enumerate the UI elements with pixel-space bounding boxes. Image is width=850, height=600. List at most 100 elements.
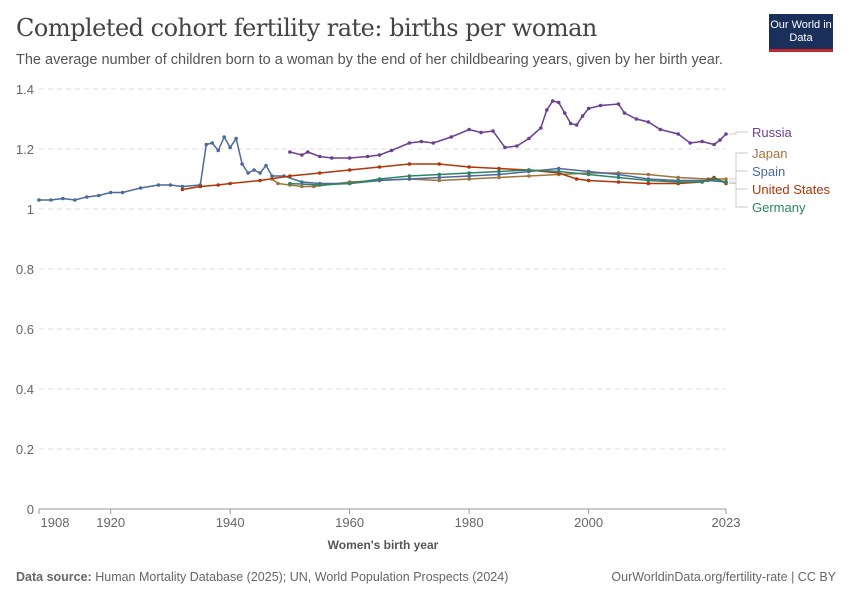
legend-label: Germany xyxy=(752,200,806,215)
data-point xyxy=(437,175,442,180)
y-tick-label: 0.8 xyxy=(16,262,34,277)
data-point xyxy=(437,178,442,183)
data-point xyxy=(646,181,651,186)
data-point xyxy=(431,141,436,145)
data-point xyxy=(329,156,334,160)
data-point xyxy=(73,198,77,202)
data-point xyxy=(288,174,292,178)
data-point xyxy=(437,162,442,166)
chart-subtitle: The average number of children born to a… xyxy=(16,52,723,68)
data-point xyxy=(616,172,621,177)
data-point xyxy=(49,198,53,202)
data-point xyxy=(407,162,412,166)
data-point xyxy=(258,178,262,183)
data-point xyxy=(646,178,651,183)
data-point xyxy=(168,183,173,187)
data-point xyxy=(586,106,591,111)
data-point xyxy=(467,177,471,181)
chart-title: Completed cohort fertility rate: births … xyxy=(16,14,597,42)
data-point xyxy=(234,136,238,141)
legend-label: United States xyxy=(752,182,831,197)
data-point xyxy=(527,168,531,172)
data-point xyxy=(419,139,424,144)
y-tick-label: 0.2 xyxy=(16,442,34,457)
data-point xyxy=(700,180,704,184)
y-tick-label: 0.4 xyxy=(16,382,34,397)
data-point xyxy=(317,154,322,159)
x-tick-label: 1940 xyxy=(216,515,245,530)
data-point xyxy=(120,190,125,195)
legend-connector xyxy=(729,131,748,135)
data-point xyxy=(347,181,352,186)
data-point xyxy=(222,135,226,139)
data-point xyxy=(497,172,501,177)
data-point xyxy=(437,172,442,177)
data-point xyxy=(347,168,352,172)
data-point xyxy=(700,139,704,144)
data-point xyxy=(377,165,382,169)
data-point xyxy=(317,183,322,187)
data-point xyxy=(407,177,412,181)
legend-label: Russia xyxy=(752,125,793,140)
data-point xyxy=(676,180,681,184)
data-point xyxy=(204,142,209,147)
data-point xyxy=(616,102,621,106)
y-tick-label: 0.6 xyxy=(16,322,34,337)
legend-label: Spain xyxy=(752,164,785,179)
data-point xyxy=(568,121,573,126)
data-point xyxy=(556,169,561,174)
x-axis-label: Women's birth year xyxy=(328,538,439,552)
legend-connector xyxy=(729,181,748,208)
source-link[interactable]: OurWorldinData.org/fertility-rate | CC B… xyxy=(611,570,836,584)
data-point xyxy=(556,100,561,105)
data-point xyxy=(616,175,621,180)
data-point xyxy=(300,184,304,189)
data-point xyxy=(724,177,728,181)
data-point xyxy=(527,136,531,141)
legend-label: Japan xyxy=(752,146,787,161)
data-point xyxy=(389,148,394,153)
data-point xyxy=(515,144,519,148)
data-point xyxy=(180,187,185,192)
x-tick-label: 1908 xyxy=(41,515,70,530)
y-tick-label: 1 xyxy=(27,202,34,217)
data-point xyxy=(407,174,412,178)
data-point xyxy=(258,171,262,175)
data-point xyxy=(61,196,65,201)
data-point xyxy=(84,195,89,199)
data-point xyxy=(467,174,471,178)
data-point xyxy=(347,156,352,160)
data-point xyxy=(724,132,728,136)
data-point xyxy=(317,171,322,175)
data-point xyxy=(580,114,585,118)
data-point xyxy=(676,175,681,180)
data-point xyxy=(724,180,728,184)
data-point xyxy=(586,169,591,174)
data-point xyxy=(544,108,549,112)
legend-connector xyxy=(729,183,748,190)
x-tick-label: 1960 xyxy=(335,515,364,530)
data-point xyxy=(467,165,471,169)
data-point xyxy=(365,154,370,159)
data-point xyxy=(138,186,143,190)
data-point xyxy=(377,177,382,181)
data-point xyxy=(646,120,651,124)
data-point xyxy=(407,141,412,145)
data-point xyxy=(198,184,203,189)
x-tick-label: 1920 xyxy=(96,515,125,530)
data-point xyxy=(300,180,304,184)
line-chart: 0 0.2 0.4 0.6 0.8 1 1.2 1.4 1908 1920 1940 1960 1980… xyxy=(16,82,831,552)
data-point xyxy=(712,142,716,147)
data-point xyxy=(377,153,382,157)
y-tick-label: 0 xyxy=(27,502,34,517)
data-point xyxy=(288,150,292,154)
data-point xyxy=(246,171,250,175)
owid-logo[interactable]: Our World in Data xyxy=(769,14,833,52)
legend-connector xyxy=(729,152,748,180)
data-point xyxy=(622,111,627,115)
logo-text: Our World in Data xyxy=(770,19,832,44)
data-point xyxy=(216,148,221,153)
data-point xyxy=(539,126,543,130)
data-point xyxy=(252,168,256,172)
data-point xyxy=(156,183,161,187)
